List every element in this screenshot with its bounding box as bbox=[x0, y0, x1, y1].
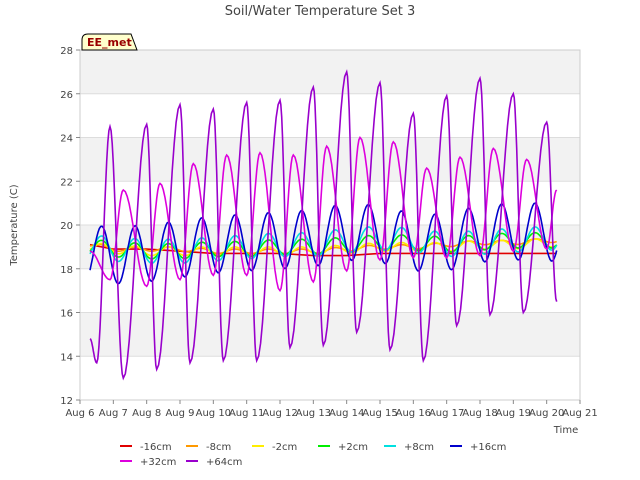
x-tick-label: Aug 21 bbox=[562, 408, 597, 419]
series-line-p64cm bbox=[89, 69, 558, 381]
legend-label: +16cm bbox=[470, 442, 506, 453]
x-axis-label: Time bbox=[553, 425, 578, 436]
x-tick-label: Aug 13 bbox=[296, 408, 331, 419]
y-tick-label: 24 bbox=[60, 134, 73, 145]
x-tick-label: Aug 18 bbox=[462, 408, 497, 419]
legend-label: -8cm bbox=[206, 442, 231, 453]
legend-label: -2cm bbox=[272, 442, 297, 453]
x-tick-label: Aug 14 bbox=[329, 408, 364, 419]
y-tick-label: 22 bbox=[60, 177, 73, 188]
legend-label: +2cm bbox=[338, 442, 368, 453]
y-tick-label: 14 bbox=[60, 352, 73, 363]
legend-label: -16cm bbox=[140, 442, 172, 453]
series-line-p32cm bbox=[89, 136, 558, 293]
x-tick-label: Aug 8 bbox=[132, 408, 161, 419]
y-axis-ticks: 12 14 16 18 20 22 24 26 28 bbox=[60, 46, 80, 407]
x-tick-label: Aug 15 bbox=[362, 408, 397, 419]
y-tick-label: 18 bbox=[60, 265, 73, 276]
legend: -16cm -8cm -2cm +2cm +8cm +16cm +32cm +64cm bbox=[120, 442, 506, 468]
legend-label: +32cm bbox=[140, 457, 176, 468]
x-tick-label: Aug 16 bbox=[396, 408, 431, 419]
y-tick-label: 28 bbox=[60, 46, 73, 57]
grid-band bbox=[80, 356, 580, 400]
x-tick-label: Aug 9 bbox=[165, 408, 194, 419]
y-tick-label: 12 bbox=[60, 396, 73, 407]
x-tick-label: Aug 12 bbox=[262, 408, 297, 419]
legend-label: +8cm bbox=[404, 442, 434, 453]
x-tick-label: Aug 17 bbox=[429, 408, 464, 419]
legend-label: +64cm bbox=[206, 457, 242, 468]
station-badge: EE_met bbox=[81, 33, 138, 51]
grid-band bbox=[80, 137, 580, 182]
grid-band bbox=[80, 50, 580, 94]
y-tick-label: 16 bbox=[60, 309, 73, 320]
station-badge-box bbox=[81, 33, 138, 51]
y-tick-label: 20 bbox=[60, 221, 73, 232]
x-tick-label: Aug 7 bbox=[99, 408, 128, 419]
chart-title: Soil/Water Temperature Set 3 bbox=[225, 4, 416, 19]
station-badge-label: EE_met bbox=[87, 36, 132, 49]
series-line-p16cm bbox=[89, 202, 558, 285]
series-line-m16cm bbox=[89, 243, 557, 257]
x-tick-label: Aug 20 bbox=[529, 408, 564, 419]
y-tick-label: 26 bbox=[60, 90, 73, 101]
x-tick-label: Aug 19 bbox=[496, 408, 531, 419]
y-axis-label: Temperature (C) bbox=[9, 184, 20, 266]
x-tick-label: Aug 11 bbox=[229, 408, 264, 419]
grid-band bbox=[80, 93, 580, 138]
series-lines bbox=[89, 69, 558, 381]
x-tick-label: Aug 10 bbox=[196, 408, 231, 419]
x-tick-label: Aug 6 bbox=[65, 408, 94, 419]
